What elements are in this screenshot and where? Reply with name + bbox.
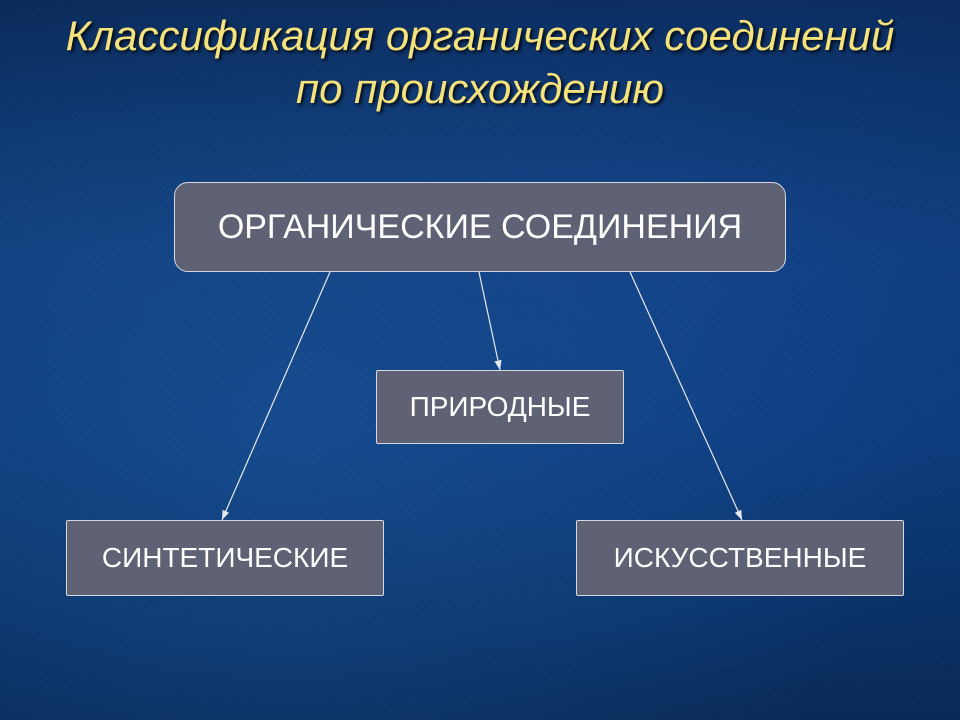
edge-root-to-artificial — [630, 272, 742, 520]
slide: Классификация органических соединений по… — [0, 0, 960, 720]
node-root: ОРГАНИЧЕСКИЕ СОЕДИНЕНИЯ — [174, 182, 786, 272]
edge-root-to-synthetic — [222, 272, 330, 520]
slide-title: Классификация органических соединений по… — [0, 0, 960, 115]
edge-root-to-natural — [479, 272, 500, 370]
node-synthetic: СИНТЕТИЧЕСКИЕ — [66, 520, 384, 596]
node-natural: ПРИРОДНЫЕ — [376, 370, 624, 444]
node-artificial: ИСКУССТВЕННЫЕ — [576, 520, 904, 596]
